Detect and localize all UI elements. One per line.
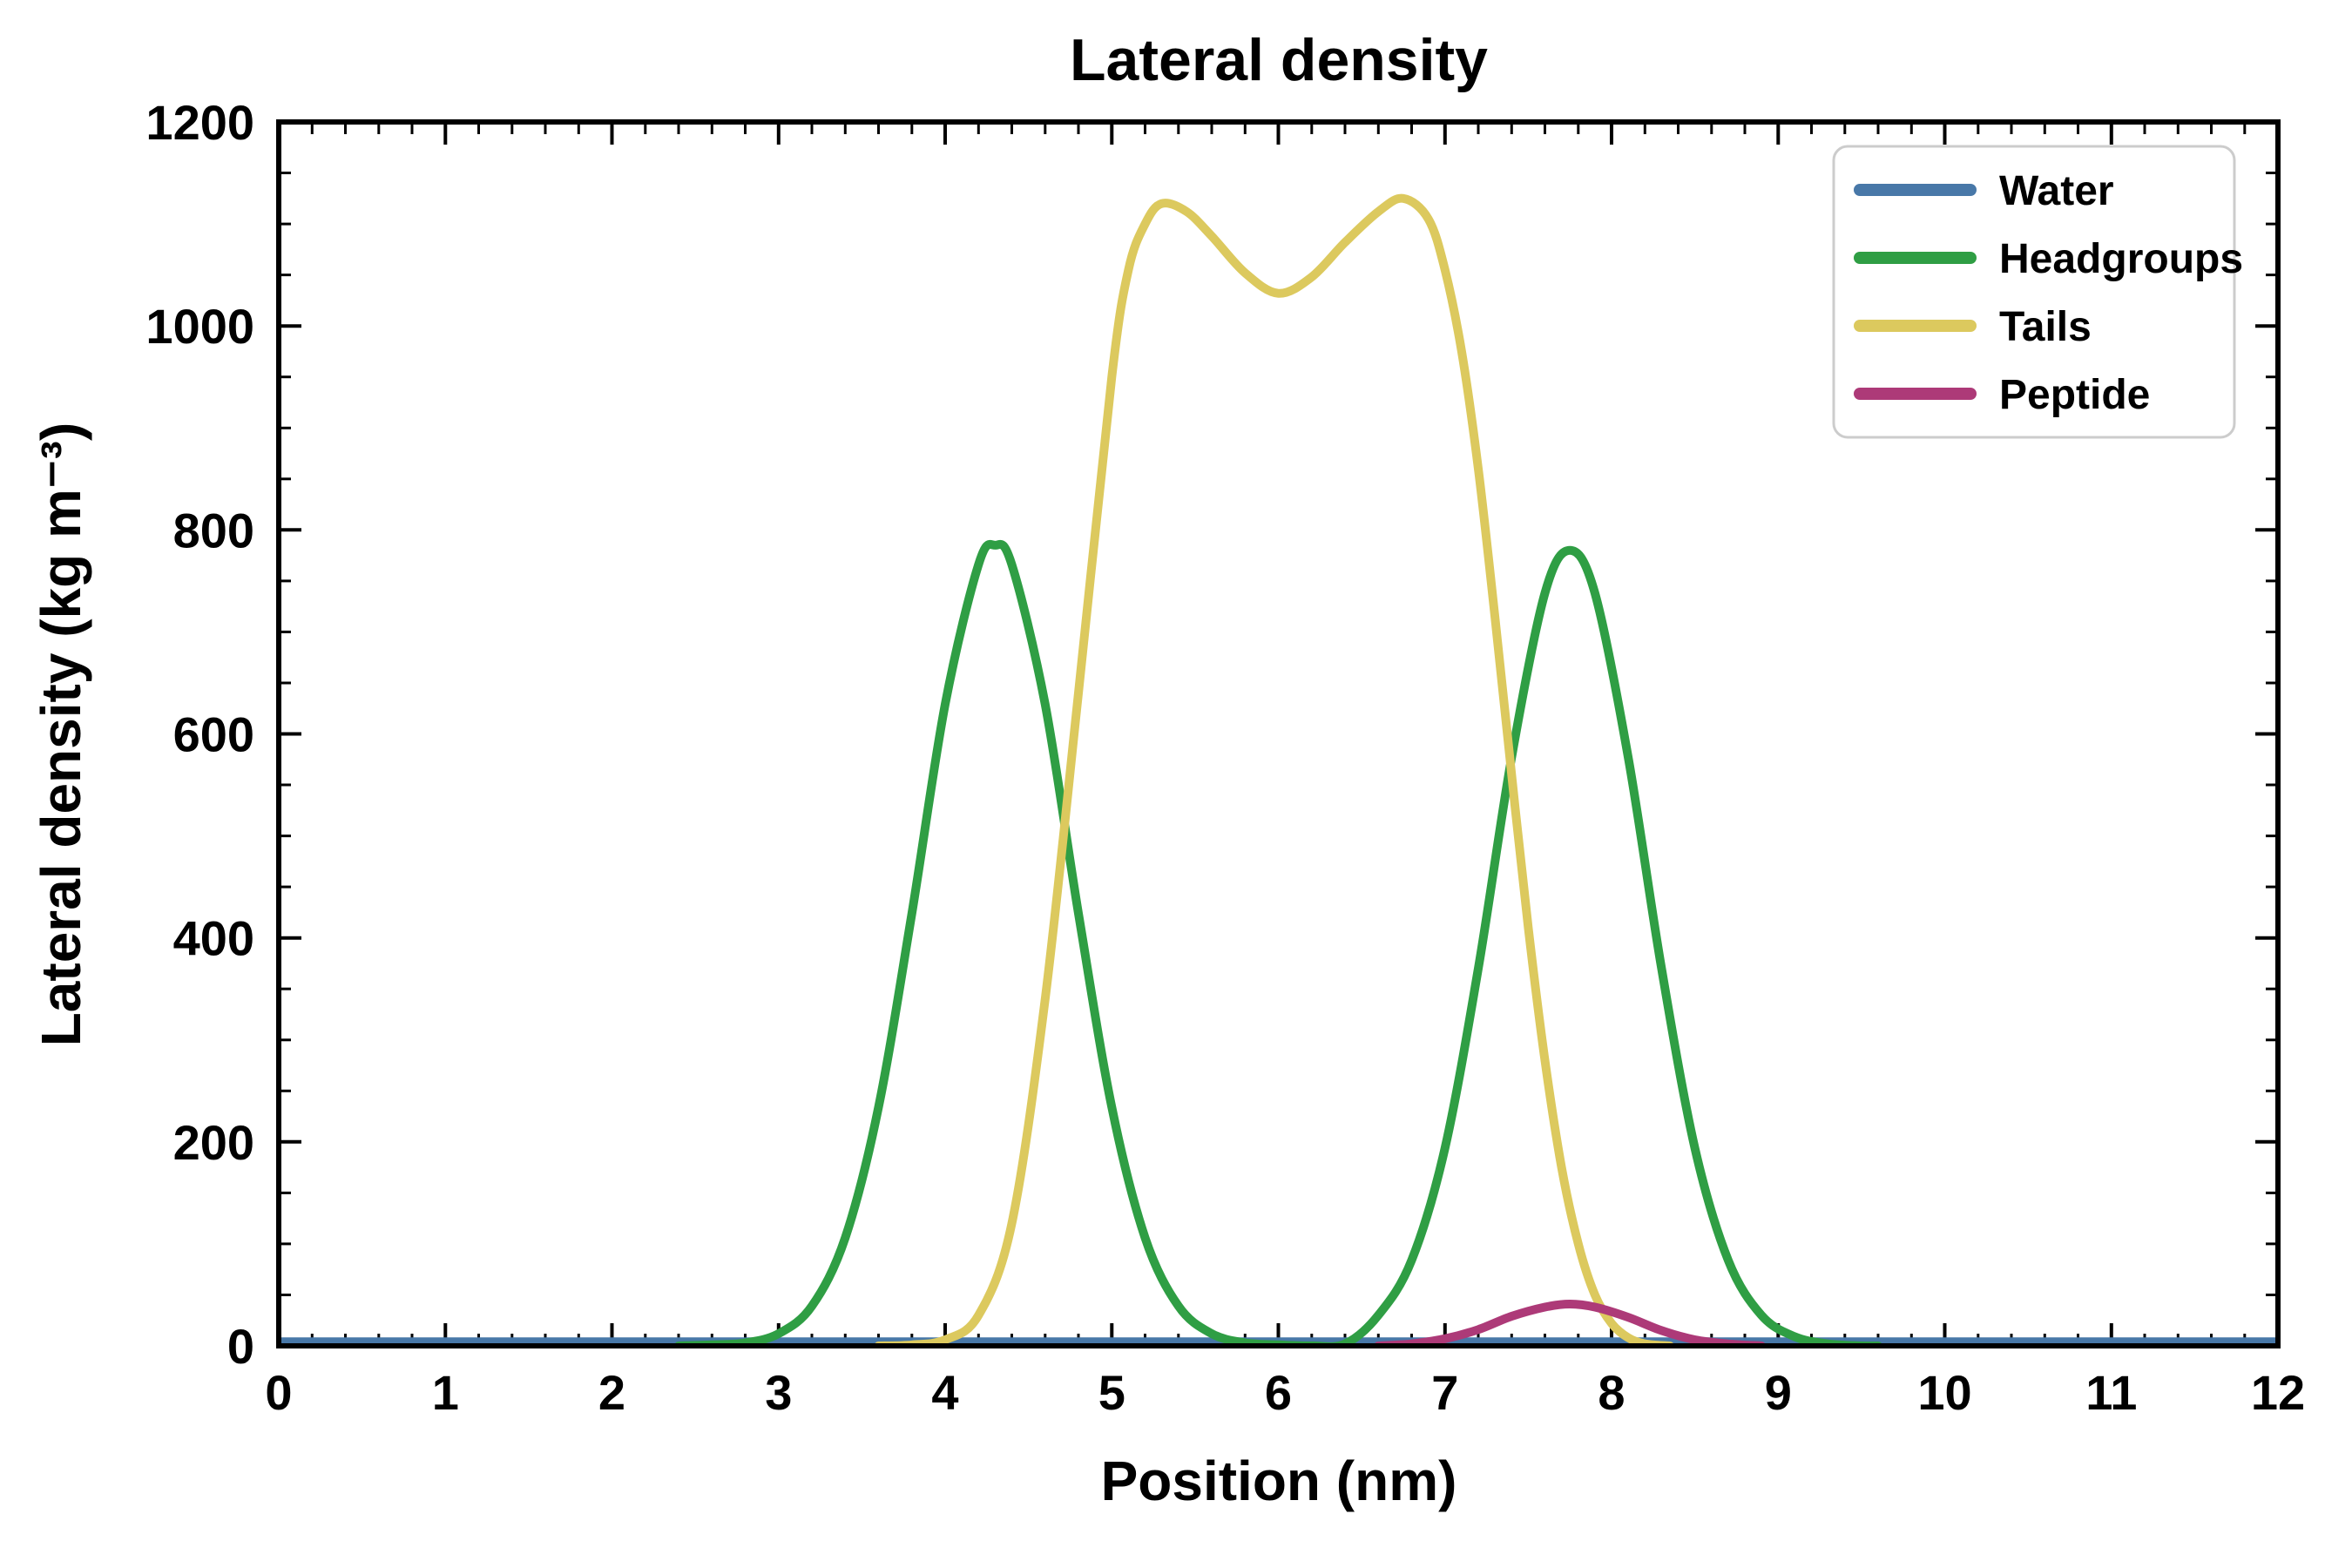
y-tick-label: 400 [173,911,254,966]
series-peptide-line [1374,1300,1767,1346]
legend-item-peptide: Peptide [1854,372,2150,418]
x-tick-label: 2 [598,1365,625,1420]
x-tick-label: 4 [931,1365,958,1420]
y-tick-label: 800 [173,503,254,558]
x-tick-label: 11 [2085,1365,2137,1420]
x-tick-label: 3 [765,1365,792,1420]
series-tails-line [874,193,1674,1346]
legend-label: Headgroups [1999,236,2243,282]
x-tick-label: 5 [1098,1365,1125,1420]
x-tick-label: 6 [1265,1365,1292,1420]
x-tick-label: 7 [1431,1365,1458,1420]
x-axis-label: Position (nm) [1101,1450,1457,1512]
legend-item-tails: Tails [1854,304,2092,350]
legend-box [1832,145,2236,439]
legend-item-headgroups: Headgroups [1854,236,2243,282]
legend: Water Headgroups Tails Peptide [1832,145,2243,439]
y-axis-label: Lateral density (kg m⁻³) [30,422,92,1047]
legend-item-water: Water [1854,168,2114,214]
chart-title: Lateral density [1070,27,1488,93]
legend-label: Tails [1999,304,2092,350]
axes-spines [276,119,2281,1348]
y-tick-label: 200 [173,1115,254,1170]
y-tick-label: 1200 [145,95,254,150]
legend-label: Water [1999,168,2114,214]
y-tick-label: 0 [227,1319,254,1374]
x-tick-label: 12 [2251,1365,2305,1420]
series-headgroups-line [674,539,1882,1346]
y-tick-label: 600 [173,707,254,762]
x-tick-label: 10 [1917,1365,1971,1420]
x-tick-label: 8 [1598,1365,1625,1420]
y-tick-label: 1000 [145,299,254,354]
x-tick-label: 1 [432,1365,459,1420]
x-tick-label: 0 [265,1365,292,1420]
x-tick-label: 9 [1765,1365,1792,1420]
legend-label: Peptide [1999,372,2150,418]
